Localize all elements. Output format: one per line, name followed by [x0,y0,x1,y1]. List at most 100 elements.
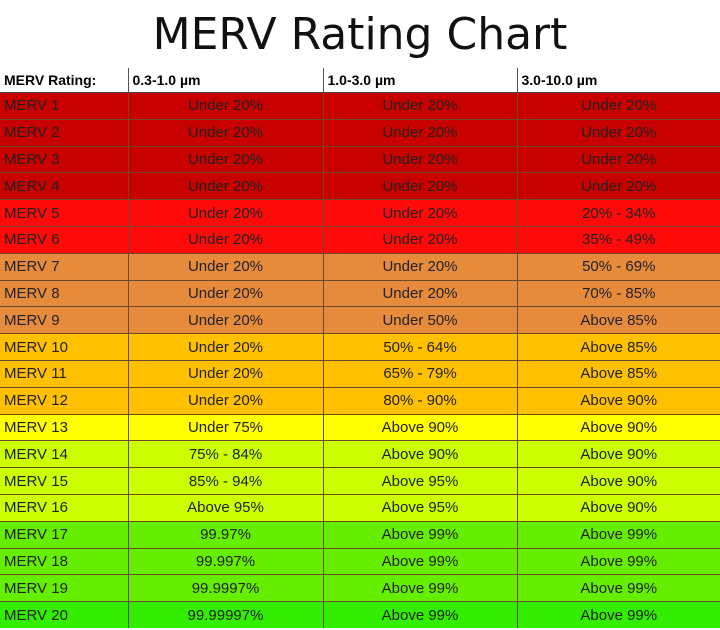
efficiency-3-0-10-0-cell: Above 99% [516,601,720,628]
efficiency-0-3-1-0-cell: Above 95% [127,493,323,522]
efficiency-3-0-10-0-cell: 50% - 69% [516,252,720,281]
merv-rating-cell: MERV 10 [0,333,128,361]
efficiency-1-0-3-0-cell: Above 95% [322,467,517,495]
efficiency-0-3-1-0-cell: Under 75% [127,413,323,441]
efficiency-0-3-1-0-cell: 99.99997% [127,601,323,628]
table-row: MERV 19 99.9997% Above 99% Above 99% [0,574,720,602]
efficiency-3-0-10-0-cell: Above 90% [516,386,720,415]
efficiency-0-3-1-0-cell: Under 20% [127,386,323,415]
efficiency-0-3-1-0-cell: Under 20% [127,145,323,173]
efficiency-1-0-3-0-cell: Above 99% [322,574,517,602]
efficiency-3-0-10-0-cell: Above 90% [516,467,720,495]
merv-rating-cell: MERV 6 [0,225,128,254]
efficiency-1-0-3-0-cell: Above 95% [322,493,517,522]
efficiency-1-0-3-0-cell: Under 20% [322,172,517,200]
table-row: MERV 20 99.99997% Above 99% Above 99% [0,601,720,628]
efficiency-3-0-10-0-cell: Under 20% [516,172,720,200]
table-row: MERV 17 99.97% Above 99% Above 99% [0,520,720,549]
efficiency-0-3-1-0-cell: Under 20% [127,225,323,254]
efficiency-0-3-1-0-cell: 99.997% [127,547,323,575]
table-row: MERV 11 Under 20% 65% - 79% Above 85% [0,359,720,388]
efficiency-1-0-3-0-cell: Above 99% [322,601,517,628]
efficiency-1-0-3-0-cell: Above 90% [322,440,517,468]
column-header-1-0-3-0-um: 1.0-3.0 µm [322,68,517,93]
efficiency-0-3-1-0-cell: 99.9997% [127,574,323,602]
efficiency-3-0-10-0-cell: Above 99% [516,547,720,575]
merv-rating-cell: MERV 18 [0,547,128,575]
efficiency-0-3-1-0-cell: Under 20% [127,306,323,334]
efficiency-1-0-3-0-cell: Under 50% [322,306,517,334]
efficiency-0-3-1-0-cell: Under 20% [127,333,323,361]
table-row: MERV 15 85% - 94% Above 95% Above 90% [0,467,720,495]
table-row: MERV 8 Under 20% Under 20% 70% - 85% [0,279,720,307]
table-row: MERV 5 Under 20% Under 20% 20% - 34% [0,199,720,227]
efficiency-0-3-1-0-cell: Under 20% [127,199,323,227]
efficiency-3-0-10-0-cell: Under 20% [516,118,720,147]
efficiency-3-0-10-0-cell: Above 90% [516,440,720,468]
efficiency-3-0-10-0-cell: 70% - 85% [516,279,720,307]
efficiency-1-0-3-0-cell: 50% - 64% [322,333,517,361]
efficiency-3-0-10-0-cell: 20% - 34% [516,199,720,227]
efficiency-0-3-1-0-cell: 99.97% [127,520,323,549]
table-row: MERV 14 75% - 84% Above 90% Above 90% [0,440,720,468]
efficiency-0-3-1-0-cell: Under 20% [127,118,323,147]
merv-rating-cell: MERV 17 [0,520,128,549]
efficiency-1-0-3-0-cell: 80% - 90% [322,386,517,415]
efficiency-0-3-1-0-cell: Under 20% [127,172,323,200]
efficiency-3-0-10-0-cell: Above 85% [516,359,720,388]
efficiency-1-0-3-0-cell: Under 20% [322,199,517,227]
merv-rating-cell: MERV 11 [0,359,128,388]
efficiency-1-0-3-0-cell: Under 20% [322,279,517,307]
table-row: MERV 18 99.997% Above 99% Above 99% [0,547,720,575]
merv-rating-cell: MERV 7 [0,252,128,281]
efficiency-3-0-10-0-cell: Under 20% [516,92,720,120]
merv-rating-cell: MERV 9 [0,306,128,334]
table-row: MERV 3 Under 20% Under 20% Under 20% [0,145,720,173]
efficiency-0-3-1-0-cell: Under 20% [127,92,323,120]
table-row: MERV 6 Under 20% Under 20% 35% - 49% [0,225,720,254]
merv-rating-cell: MERV 19 [0,574,128,602]
merv-rating-cell: MERV 20 [0,601,128,628]
column-header-merv-rating: MERV Rating: [0,68,128,93]
merv-rating-cell: MERV 15 [0,467,128,495]
merv-rating-cell: MERV 2 [0,118,128,147]
efficiency-1-0-3-0-cell: Under 20% [322,252,517,281]
table-row: MERV 9 Under 20% Under 50% Above 85% [0,306,720,334]
efficiency-0-3-1-0-cell: Under 20% [127,252,323,281]
table-row: MERV 16 Above 95% Above 95% Above 90% [0,493,720,522]
efficiency-3-0-10-0-cell: Above 90% [516,493,720,522]
table-row: MERV 1 Under 20% Under 20% Under 20% [0,92,720,120]
merv-rating-cell: MERV 4 [0,172,128,200]
efficiency-3-0-10-0-cell: Above 85% [516,333,720,361]
merv-rating-cell: MERV 8 [0,279,128,307]
table-row: MERV 4 Under 20% Under 20% Under 20% [0,172,720,200]
efficiency-3-0-10-0-cell: Above 85% [516,306,720,334]
table-row: MERV 10 Under 20% 50% - 64% Above 85% [0,333,720,361]
chart-title: MERV Rating Chart [152,9,568,60]
efficiency-1-0-3-0-cell: Under 20% [322,225,517,254]
efficiency-0-3-1-0-cell: Under 20% [127,279,323,307]
merv-rating-cell: MERV 3 [0,145,128,173]
efficiency-3-0-10-0-cell: Above 99% [516,574,720,602]
efficiency-1-0-3-0-cell: Above 90% [322,413,517,441]
merv-rating-cell: MERV 16 [0,493,128,522]
header-row: MERV Rating: 0.3-1.0 µm 1.0-3.0 µm 3.0-1… [0,68,720,93]
merv-rating-cell: MERV 13 [0,413,128,441]
merv-rating-table: MERV Rating: 0.3-1.0 µm 1.0-3.0 µm 3.0-1… [0,68,720,628]
efficiency-1-0-3-0-cell: Under 20% [322,145,517,173]
column-header-0-3-1-0-um: 0.3-1.0 µm [127,68,323,93]
table-row: MERV 7 Under 20% Under 20% 50% - 69% [0,252,720,281]
table-row: MERV 2 Under 20% Under 20% Under 20% [0,118,720,147]
efficiency-1-0-3-0-cell: Above 99% [322,547,517,575]
merv-rating-cell: MERV 14 [0,440,128,468]
efficiency-0-3-1-0-cell: 85% - 94% [127,467,323,495]
merv-rating-cell: MERV 5 [0,199,128,227]
merv-rating-cell: MERV 12 [0,386,128,415]
efficiency-0-3-1-0-cell: Under 20% [127,359,323,388]
column-header-3-0-10-0-um: 3.0-10.0 µm [516,68,720,93]
efficiency-3-0-10-0-cell: 35% - 49% [516,225,720,254]
efficiency-1-0-3-0-cell: 65% - 79% [322,359,517,388]
efficiency-1-0-3-0-cell: Above 99% [322,520,517,549]
efficiency-3-0-10-0-cell: Above 90% [516,413,720,441]
